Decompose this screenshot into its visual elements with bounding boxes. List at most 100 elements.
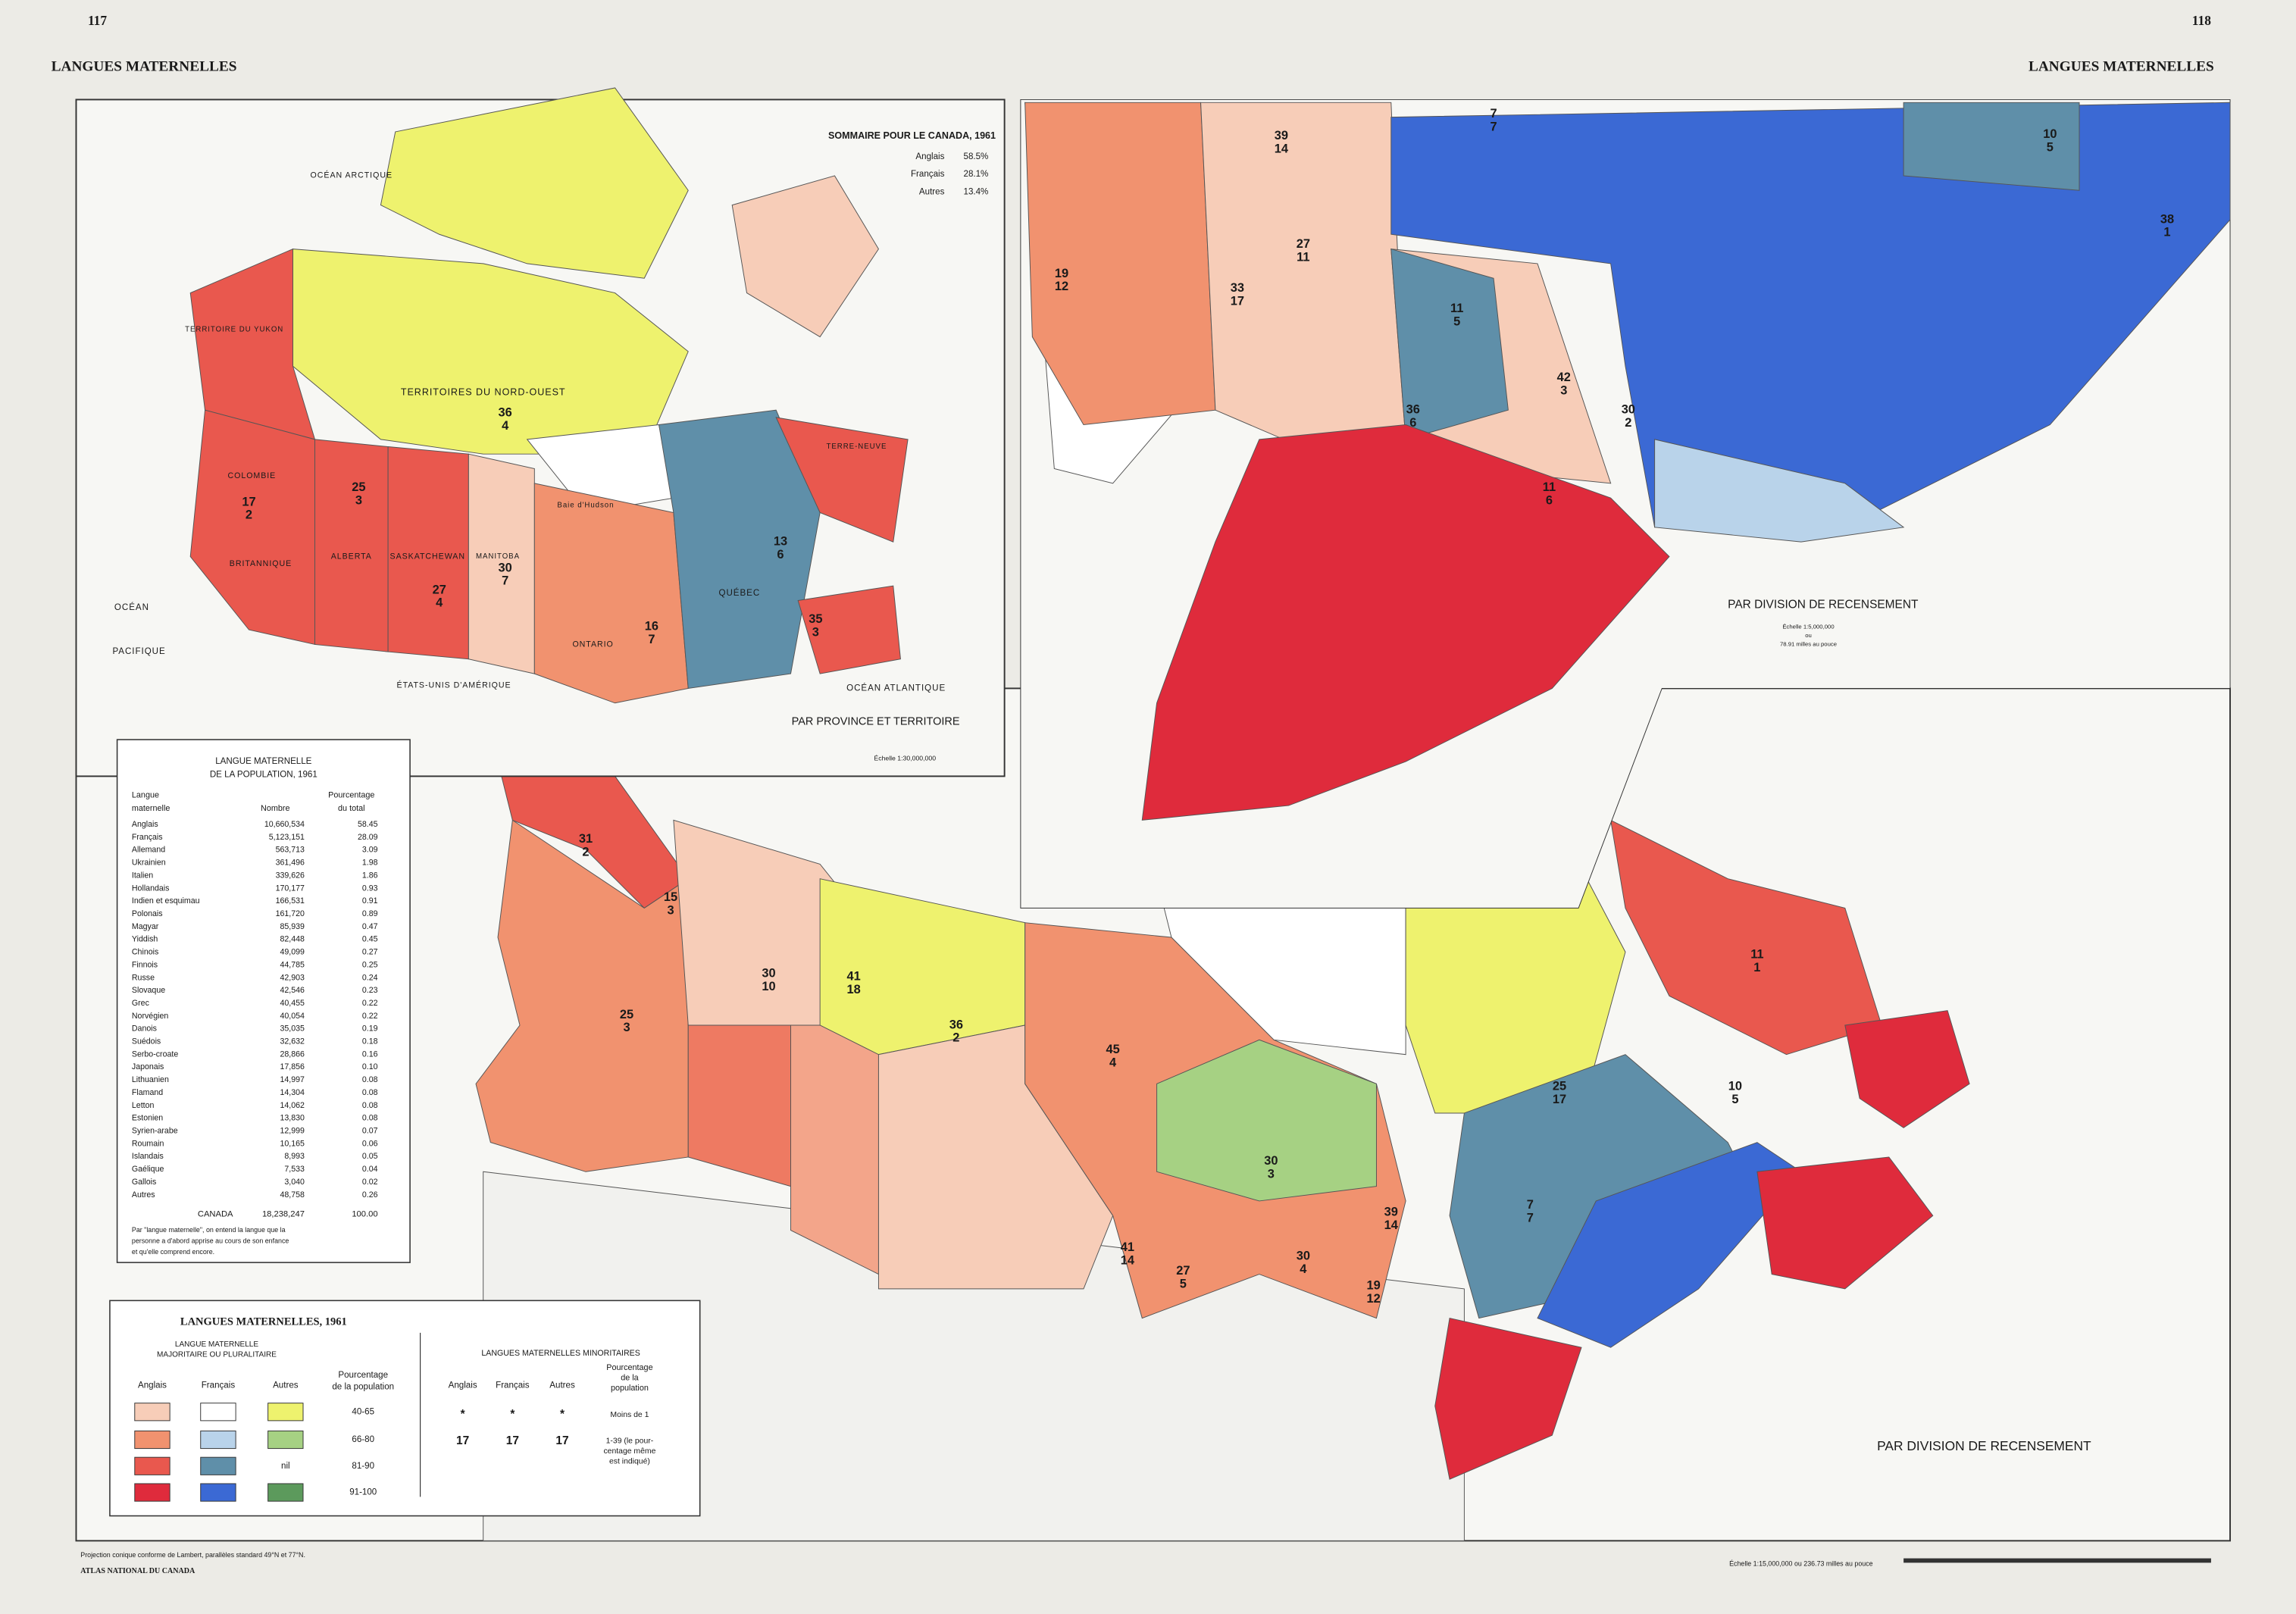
legend-swatch	[267, 1483, 304, 1502]
table-cell: 161,720	[276, 909, 305, 918]
table-cell: Ukrainien	[132, 859, 166, 868]
table-cell: Danois	[132, 1024, 157, 1034]
quebec-inset-prov	[658, 409, 821, 689]
figure-top: 25	[352, 480, 365, 494]
table-cell: 32,632	[280, 1037, 305, 1046]
map-title: PAR DIVISION DE RECENSEMENT	[1877, 1438, 2091, 1453]
figure-bottom: 5	[1453, 315, 1460, 329]
southern-ontario-inset	[1141, 424, 1670, 821]
table-cell: Grec	[132, 999, 150, 1008]
figure-top: 19	[1366, 1278, 1380, 1292]
table-cell: 0.22	[362, 999, 378, 1008]
place-name: TERRITOIRES DU NORD-OUEST	[401, 386, 566, 397]
legend-swatch	[267, 1430, 304, 1450]
ontario-inset	[533, 483, 689, 704]
inset-scale: Échelle 1:30,000,000	[874, 755, 936, 762]
legend-heading: LANGUES MATERNELLES MINORITAIRES	[481, 1349, 640, 1358]
table-cell: 339,626	[276, 871, 305, 880]
summary-value: 58.5%	[964, 152, 989, 161]
table-cell: Chinois	[132, 948, 158, 957]
figure-top: 30	[762, 967, 775, 981]
figure-top: 36	[949, 1018, 963, 1031]
quebec-south	[1537, 1142, 1802, 1348]
legend-heading: LANGUE MATERNELLE	[175, 1340, 258, 1349]
table-header: Nombre	[261, 804, 289, 813]
table-cell: 17,856	[280, 1062, 305, 1071]
table-cell: Letton	[132, 1101, 155, 1110]
table-cell: Hollandais	[132, 884, 170, 893]
table-header: Langue	[132, 790, 159, 799]
summary-label: Anglais	[915, 152, 944, 161]
figure-bottom: 7	[1490, 120, 1497, 134]
legend-swatch	[267, 1403, 304, 1422]
figure-bottom: 2	[582, 845, 589, 859]
table-cell: Flamand	[132, 1088, 163, 1097]
legend-column: de la population	[332, 1382, 394, 1391]
page-number: 118	[2192, 14, 2211, 28]
table-header: du total	[338, 804, 364, 813]
scale-bar	[1903, 1558, 2211, 1563]
table-note: personne a d'abord apprise au cours de s…	[132, 1237, 289, 1244]
figure-bottom: 17	[1553, 1093, 1566, 1106]
table-note: Par "langue maternelle", on entend la la…	[132, 1226, 286, 1234]
table-cell: 13,830	[280, 1114, 305, 1123]
table-cell: 14,062	[280, 1101, 305, 1110]
legend-column: Pourcentage	[338, 1371, 388, 1380]
figure-bottom: 7	[1527, 1211, 1534, 1225]
ontario-central	[1200, 102, 1406, 455]
figure-top: 11	[1750, 948, 1763, 962]
legend-swatch	[134, 1483, 170, 1502]
bc-inset	[189, 409, 315, 646]
figure-bottom: 6	[1546, 493, 1553, 507]
legend-title: LANGUES MATERNELLES, 1961	[180, 1316, 347, 1328]
legend-swatch	[200, 1430, 236, 1450]
figure-bottom: 4	[1109, 1056, 1117, 1070]
table-cell: Japonais	[132, 1062, 164, 1071]
figure-top: 11	[1450, 302, 1463, 315]
legend-range: centage même	[603, 1447, 655, 1456]
table-cell: 0.47	[362, 922, 378, 931]
table-cell: 10,165	[280, 1139, 305, 1148]
british-columbia	[475, 819, 689, 1172]
figure-bottom: 2	[952, 1031, 959, 1045]
table-cell: 8,993	[284, 1152, 305, 1161]
figure-bottom: 6	[1409, 416, 1416, 430]
table-cell: 44,785	[280, 960, 305, 969]
table-cell: 0.91	[362, 896, 378, 906]
legend-range: 1-39 (le pour-	[606, 1437, 654, 1446]
table-cell: 7,533	[284, 1165, 305, 1174]
figure-bottom: 4	[436, 596, 443, 610]
figure-bottom: 5	[2047, 141, 2054, 155]
table-cell: Magyar	[132, 922, 159, 931]
figure-top: 36	[499, 405, 512, 419]
legend-range: 81-90	[352, 1462, 374, 1471]
table-header: maternelle	[132, 804, 170, 813]
table-cell: Gallois	[132, 1178, 156, 1187]
table-cell: 0.08	[362, 1088, 378, 1097]
footer-title: ATLAS NATIONAL DU CANADA	[80, 1567, 196, 1575]
northeast-ontario	[1390, 248, 1509, 440]
table-cell: Russe	[132, 973, 155, 982]
table-cell: Syrien-arabe	[132, 1127, 178, 1136]
table-cell: 40,054	[280, 1012, 305, 1021]
table-cell: 3.09	[362, 846, 378, 855]
place-name: ÉTATS-UNIS D'AMÉRIQUE	[397, 680, 511, 690]
table-cell: 0.08	[362, 1114, 378, 1123]
table-cell: Islandais	[132, 1152, 164, 1161]
figure-top: 25	[1553, 1080, 1566, 1093]
table-cell: 0.19	[362, 1024, 378, 1034]
table-cell: Français	[132, 833, 163, 842]
legend-range: 91-100	[349, 1488, 377, 1497]
legend-mark: *	[510, 1408, 515, 1421]
figure-bottom: 1	[1753, 961, 1760, 974]
table-cell: 40,455	[280, 999, 305, 1008]
place-name: TERRE-NEUVE	[827, 443, 887, 451]
table-cell: 14,997	[280, 1075, 305, 1084]
figure-bottom: 2	[246, 508, 252, 522]
legend-mark: 17	[506, 1434, 519, 1447]
table-cell: 0.22	[362, 1012, 378, 1021]
table-cell: 0.10	[362, 1062, 378, 1071]
legend-range: 40-65	[352, 1407, 374, 1416]
figure-top: 30	[1297, 1250, 1310, 1263]
table-cell: 42,903	[280, 973, 305, 982]
